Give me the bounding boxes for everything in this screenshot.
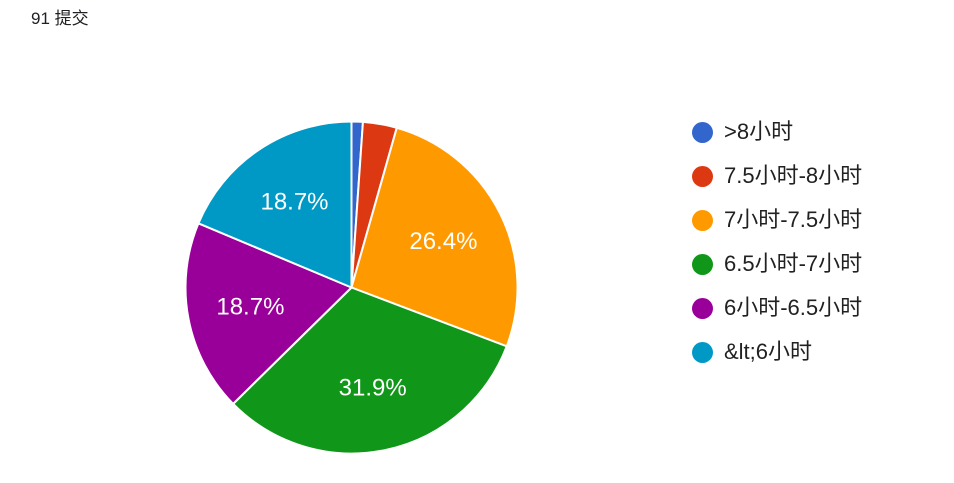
legend-item-0: >8小时 [692,121,862,143]
legend-label: 7小时-7.5小时 [724,207,863,232]
legend-item-3: 6.5小时-7小时 [692,253,862,275]
legend-label: 6.5小时-7小时 [724,251,863,276]
legend-item-1: 7.5小时-8小时 [692,165,862,187]
legend-swatch [692,209,713,231]
legend-swatch [692,121,713,143]
pie-slice-5[interactable] [197,120,353,289]
legend-swatch [692,253,713,275]
legend-label: >8小时 [724,119,794,144]
legend-swatch [692,165,713,187]
legend-label: 6小时-6.5小时 [724,295,863,320]
pie-slice-2[interactable] [350,126,519,348]
legend-item-5: &lt;6小时 [692,341,862,363]
pie-slice-4[interactable] [184,222,353,405]
pie-chart: 26.4%31.9%18.7%18.7% [184,120,519,455]
legend-label: &lt;6小时 [724,339,813,364]
legend-item-2: 7小时-7.5小时 [692,209,862,231]
legend-item-4: 6小时-6.5小时 [692,297,862,319]
legend-swatch [692,341,713,363]
chart-legend: >8小时 7.5小时-8小时 7小时-7.5小时 6.5小时-7小时 6小时-6.5小时… [692,121,862,385]
legend-label: 7.5小时-8小时 [724,163,863,188]
pie-slice-3[interactable] [232,286,508,455]
legend-swatch [692,297,713,319]
submissions-count-title: 91 提交 [31,9,89,28]
